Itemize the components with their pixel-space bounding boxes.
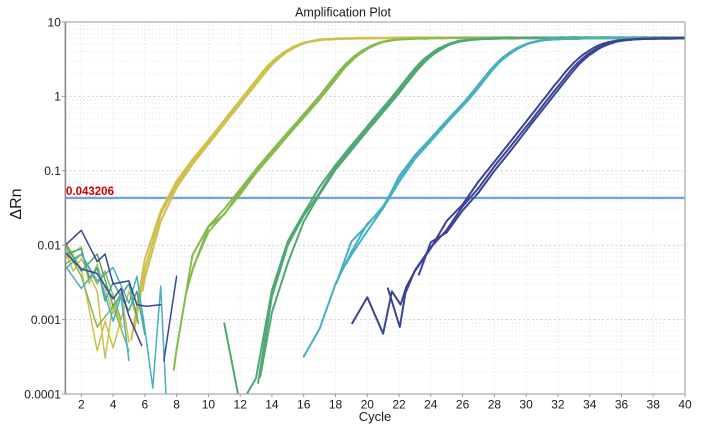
svg-text:0.043206: 0.043206 [66,186,114,198]
svg-text:0.001: 0.001 [31,313,61,327]
svg-text:12: 12 [234,398,248,412]
svg-text:28: 28 [488,398,502,412]
svg-text:0.01: 0.01 [38,239,62,253]
svg-text:30: 30 [519,398,533,412]
svg-text:40: 40 [678,398,692,412]
svg-text:24: 24 [424,398,438,412]
svg-text:8: 8 [173,398,180,412]
svg-text:14: 14 [265,398,279,412]
svg-text:4: 4 [110,398,117,412]
svg-text:2: 2 [78,398,85,412]
svg-text:32: 32 [551,398,565,412]
svg-text:Cycle: Cycle [359,409,392,424]
svg-text:22: 22 [392,398,406,412]
svg-text:38: 38 [647,398,661,412]
svg-text:18: 18 [329,398,343,412]
svg-text:0.1: 0.1 [44,164,61,178]
svg-text:26: 26 [456,398,470,412]
svg-text:Amplification Plot: Amplification Plot [295,6,391,20]
svg-text:16: 16 [297,398,311,412]
svg-text:10: 10 [202,398,216,412]
svg-text:0.0001: 0.0001 [24,387,61,401]
svg-text:6: 6 [141,398,148,412]
svg-text:ΔRn: ΔRn [8,188,25,219]
svg-text:34: 34 [583,398,597,412]
svg-text:1: 1 [54,90,61,104]
svg-text:36: 36 [615,398,629,412]
svg-text:20: 20 [361,398,375,412]
svg-text:10: 10 [48,15,62,29]
